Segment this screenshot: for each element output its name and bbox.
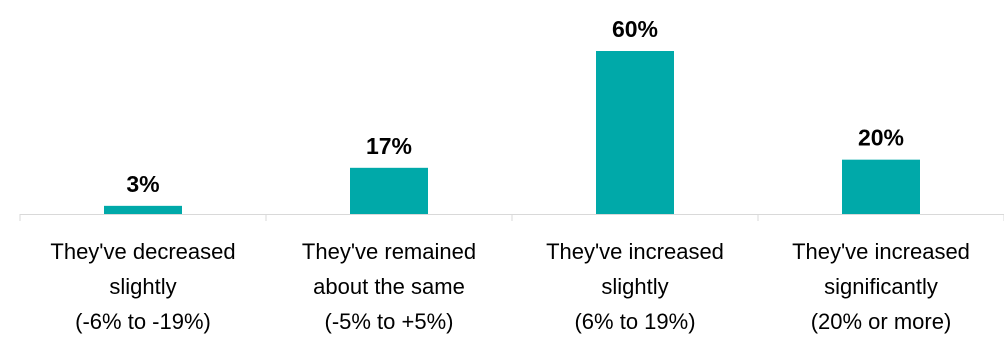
data-label-4: 20%: [858, 125, 904, 151]
category-label-line: (20% or more): [811, 309, 952, 334]
category-label-1: They've decreased slightly (-6% to -19%): [50, 239, 235, 334]
category-label-line: (-6% to -19%): [75, 309, 211, 334]
category-label-2: They've remained about the same (-5% to +5…: [302, 239, 476, 334]
bar-3: [596, 51, 674, 214]
bar-2: [350, 167, 428, 214]
bars: [104, 51, 920, 214]
category-label-4: They've increased significantly (20% or mo…: [792, 239, 970, 334]
data-label-2: 17%: [366, 133, 412, 159]
category-labels: They've decreased slightly (-6% to -19%)Th…: [50, 239, 970, 334]
category-label-line: They've decreased: [50, 239, 235, 264]
category-label-3: They've increased slightly (6% to 19%): [546, 239, 724, 334]
x-axis: [19, 214, 1004, 221]
category-label-line: (6% to 19%): [574, 309, 695, 334]
category-label-line: They've increased: [546, 239, 724, 264]
data-labels: 3% 17% 60% 20%: [126, 16, 904, 197]
category-label-line: slightly: [601, 274, 668, 299]
category-label-line: significantly: [824, 274, 938, 299]
data-label-1: 3%: [126, 171, 159, 197]
category-label-line: They've remained: [302, 239, 476, 264]
category-label-line: They've increased: [792, 239, 970, 264]
data-label-3: 60%: [612, 16, 658, 42]
category-label-line: slightly: [109, 274, 176, 299]
bar-1: [104, 205, 182, 214]
bar-4: [842, 159, 920, 214]
category-label-line: (-5% to +5%): [325, 309, 454, 334]
category-label-line: about the same: [313, 274, 465, 299]
